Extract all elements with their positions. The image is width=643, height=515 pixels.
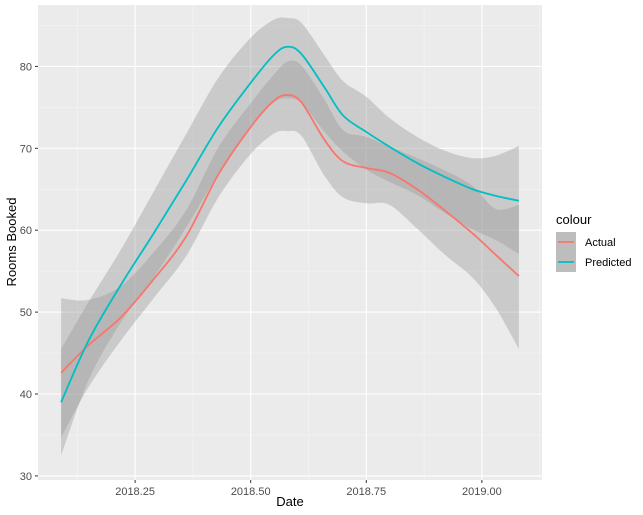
y-axis-title: Rooms Booked <box>4 198 19 287</box>
line-predicted <box>60 45 520 403</box>
x-tick-label: 2018.50 <box>231 486 271 498</box>
y-tick-label: 60 <box>20 225 32 237</box>
x-tick-label: 2018.75 <box>346 486 386 498</box>
ribbon-actual <box>61 60 519 438</box>
y-tick-label: 80 <box>20 61 32 73</box>
x-tick-label: 2018.25 <box>115 486 155 498</box>
y-tick-label: 40 <box>20 389 32 401</box>
series-lines <box>60 45 520 403</box>
legend-label: Predicted <box>585 257 631 269</box>
y-tick-label: 50 <box>20 307 32 319</box>
legend-title: colour <box>556 212 592 227</box>
legend-item-predicted: Predicted <box>556 252 631 272</box>
legend-item-actual: Actual <box>556 232 616 252</box>
y-axis: 30 40 50 60 70 80 <box>20 61 38 483</box>
x-axis: 2018.25 2018.50 2018.75 2019.00 <box>115 480 502 498</box>
minor-gridlines <box>38 5 542 480</box>
panel-background <box>38 5 542 480</box>
y-tick-label: 30 <box>20 471 32 483</box>
legend: colour Actual Predicted <box>556 212 631 272</box>
line-actual <box>60 94 520 374</box>
x-axis-title: Date <box>276 494 303 509</box>
legend-label: Actual <box>585 237 616 249</box>
x-tick-label: 2019.00 <box>462 486 502 498</box>
y-tick-label: 70 <box>20 143 32 155</box>
